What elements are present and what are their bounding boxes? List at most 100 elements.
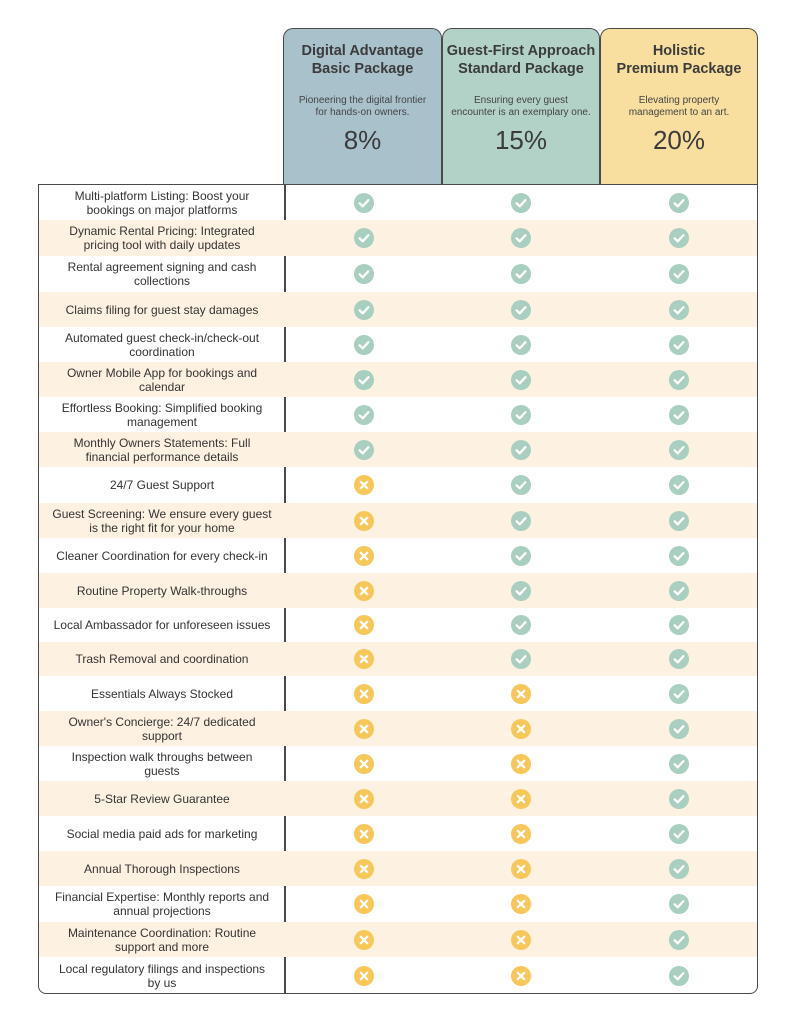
package-title-line: Guest-First Approach (446, 43, 596, 59)
package-cell (664, 362, 694, 397)
package-cell (506, 573, 536, 608)
feature-label-line: Multi-platform Listing: Boost your (74, 188, 250, 203)
package-header-standard: Guest-First Approach Standard Package En… (442, 28, 600, 184)
feature-label: Social media paid ads for marketing (43, 816, 281, 851)
check-circle-icon (354, 264, 374, 284)
table-row: Local Ambassador for unforeseen issues (39, 608, 757, 642)
package-cell (506, 676, 536, 711)
package-title: Guest-First Approach Standard Package (443, 42, 599, 78)
feature-label: Annual Thorough Inspections (43, 851, 281, 886)
x-circle-icon (354, 615, 374, 635)
package-cell (664, 256, 694, 292)
package-cell (506, 922, 536, 957)
package-cell (664, 711, 694, 746)
x-circle-icon (511, 858, 531, 879)
check-circle-icon (669, 615, 689, 635)
package-description-line: management to an art. (628, 107, 730, 118)
package-title: Digital Advantage Basic Package (284, 42, 441, 78)
package-cell (664, 538, 694, 573)
check-circle-icon (354, 334, 374, 355)
package-description: Ensuring every guest encounter is an exe… (443, 95, 599, 119)
table-row: Owner Mobile App for bookings and calenda… (39, 362, 757, 397)
package-cell (506, 292, 536, 327)
package-cell (506, 220, 536, 256)
check-circle-icon (669, 894, 689, 914)
package-cell (506, 362, 536, 397)
feature-label-line: Owner's Concierge: 24/7 dedicated (68, 714, 256, 729)
package-cell (349, 503, 379, 538)
feature-label: Local regulatory filings and inspections… (43, 957, 281, 993)
package-description-line: for hands-on owners. (315, 107, 410, 118)
package-cell (506, 957, 536, 993)
package-cell (664, 851, 694, 886)
feature-label-line: calendar (138, 379, 186, 394)
package-percent: 8% (343, 125, 382, 155)
check-circle-icon (669, 264, 689, 284)
package-cell (664, 503, 694, 538)
feature-label-line: guests (144, 763, 180, 778)
table-row: Financial Expertise: Monthly reports and… (39, 886, 757, 922)
check-circle-icon (511, 228, 531, 248)
package-cell (506, 538, 536, 573)
package-cell (506, 503, 536, 538)
package-cell (349, 573, 379, 608)
feature-label: Maintenance Coordination: Routine support… (43, 922, 281, 957)
check-circle-icon (669, 192, 689, 213)
feature-label-line: coordination (129, 344, 195, 359)
x-circle-icon (354, 929, 374, 950)
package-cell (664, 467, 694, 503)
check-circle-icon (511, 369, 531, 390)
check-circle-icon (511, 615, 531, 635)
check-circle-icon (511, 192, 531, 213)
package-cell (664, 676, 694, 711)
feature-label-line: Dynamic Rental Pricing: Integrated (69, 224, 255, 238)
table-row: Effortless Booking: Simplified booking ma… (39, 397, 757, 432)
table-row: Automated guest check-in/check-out coordi… (39, 327, 757, 362)
x-circle-icon (511, 823, 531, 844)
table-row: 5-Star Review Guarantee (39, 781, 757, 816)
package-cell (349, 886, 379, 922)
package-cell (664, 397, 694, 432)
package-cell (506, 642, 536, 676)
package-cell (664, 608, 694, 642)
package-cell (349, 746, 379, 781)
feature-label-line: management (126, 414, 198, 429)
check-circle-icon (669, 580, 689, 601)
x-circle-icon (354, 545, 374, 566)
feature-label-line: Effortless Booking: Simplified booking (61, 400, 263, 415)
x-circle-icon (354, 894, 374, 914)
package-cell (664, 220, 694, 256)
package-cell (664, 816, 694, 851)
package-percent: 20% (652, 125, 706, 155)
feature-label: 5-Star Review Guarantee (43, 781, 281, 816)
feature-label-line: Annual Thorough Inspections (84, 861, 240, 876)
package-cell (664, 185, 694, 220)
package-cell (664, 781, 694, 816)
package-cell (664, 327, 694, 362)
package-cell (349, 292, 379, 327)
feature-label-line: 24/7 Guest Support (109, 478, 215, 492)
feature-label: Effortless Booking: Simplified booking ma… (43, 397, 281, 432)
check-circle-icon (669, 404, 689, 425)
feature-label-line: Maintenance Coordination: Routine (67, 925, 257, 940)
feature-label-line: Automated guest check-in/check-out (64, 330, 260, 345)
check-circle-icon (511, 545, 531, 566)
package-cell (349, 642, 379, 676)
table-row: Rental agreement signing and cash collect… (39, 256, 757, 292)
feature-label: Owner Mobile App for bookings and calenda… (43, 362, 281, 397)
package-cell (506, 608, 536, 642)
package-title-line: Digital Advantage (301, 43, 424, 59)
check-circle-icon (669, 683, 689, 704)
check-circle-icon (669, 753, 689, 774)
x-circle-icon (511, 894, 531, 914)
feature-label: Cleaner Coordination for every check-in (43, 538, 281, 573)
package-header-premium: Holistic Premium Package Elevating prope… (600, 28, 758, 184)
table-row: Multi-platform Listing: Boost your bookin… (39, 185, 757, 220)
check-circle-icon (669, 545, 689, 566)
feature-label-line: annual projections (113, 904, 211, 918)
check-circle-icon (669, 929, 689, 950)
package-cell (664, 746, 694, 781)
check-circle-icon (669, 788, 689, 809)
package-cell (349, 220, 379, 256)
package-cell (506, 432, 536, 467)
